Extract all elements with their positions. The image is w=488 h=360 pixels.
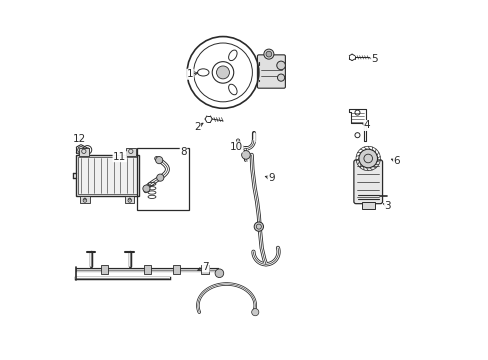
Bar <box>361 202 374 210</box>
Circle shape <box>264 49 273 59</box>
Circle shape <box>277 74 284 81</box>
Circle shape <box>216 66 229 79</box>
Circle shape <box>155 157 163 164</box>
Bar <box>137 148 188 211</box>
Bar <box>125 196 134 203</box>
Bar <box>144 265 151 274</box>
Circle shape <box>156 174 163 181</box>
Bar <box>79 148 89 156</box>
Bar <box>201 265 208 274</box>
Bar <box>172 265 180 274</box>
Text: 11: 11 <box>113 152 126 162</box>
Text: 2: 2 <box>193 122 200 132</box>
Circle shape <box>241 150 250 159</box>
Text: 12: 12 <box>73 134 86 144</box>
Circle shape <box>265 51 271 57</box>
Circle shape <box>358 149 377 168</box>
Text: 10: 10 <box>229 142 243 152</box>
Circle shape <box>142 185 150 192</box>
Text: 3: 3 <box>384 201 390 211</box>
Bar <box>76 155 139 196</box>
Text: 7: 7 <box>202 262 209 272</box>
Circle shape <box>215 269 223 278</box>
Bar <box>78 157 136 194</box>
Circle shape <box>251 309 258 316</box>
Text: 8: 8 <box>180 147 186 157</box>
Text: 4: 4 <box>363 121 370 130</box>
Bar <box>80 196 89 203</box>
Bar <box>125 148 136 156</box>
Text: 1: 1 <box>186 69 193 79</box>
Bar <box>101 265 108 274</box>
Circle shape <box>254 222 263 231</box>
Circle shape <box>276 61 285 70</box>
FancyBboxPatch shape <box>353 160 382 204</box>
Text: 5: 5 <box>370 54 377 64</box>
Text: 9: 9 <box>267 173 274 183</box>
Text: 6: 6 <box>393 156 399 166</box>
FancyBboxPatch shape <box>257 55 285 88</box>
